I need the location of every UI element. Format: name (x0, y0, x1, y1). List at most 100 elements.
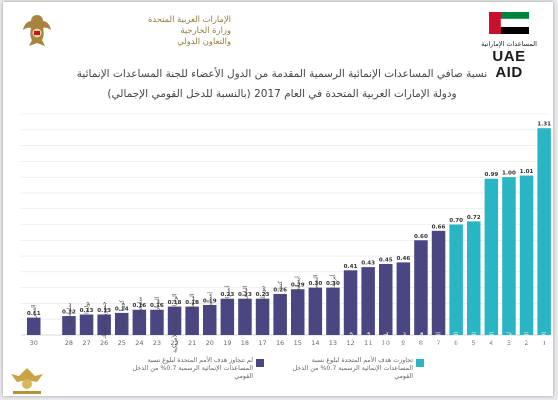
rank-label: 11 (364, 339, 372, 347)
country-label: اليابان (243, 285, 249, 299)
country-label: هولندا (419, 332, 425, 346)
rank-label: 24 (135, 339, 143, 347)
country-label: ألمانيا (435, 332, 443, 346)
data-label: 0.41 (344, 264, 358, 270)
country-label: النرويج (489, 332, 495, 348)
country-label: سلوفاكيا (66, 303, 73, 323)
emirates-falcon-emblem-icon (23, 15, 51, 46)
country-label: فرنسا (366, 332, 372, 346)
rank-label: 22 (170, 339, 178, 347)
data-label: 1.00 (502, 171, 516, 177)
country-label: سلوفينيا (137, 296, 143, 315)
watermark-icon (11, 368, 43, 394)
country-label: البرتغال (190, 293, 196, 312)
data-label: 0.60 (414, 234, 428, 240)
country-label: المجر (32, 304, 38, 319)
rank-label: 12 (346, 339, 354, 347)
bar (273, 293, 287, 335)
country-label: بولندا (85, 301, 91, 314)
bar (467, 221, 481, 335)
data-label: 0.66 (432, 224, 446, 230)
rank-label: 23 (153, 339, 161, 347)
bar (537, 128, 551, 335)
bar (97, 314, 111, 335)
data-label: 0.23 (238, 292, 252, 298)
country-label: أيرلندا (329, 274, 337, 289)
rank-label: 20 (206, 339, 214, 347)
country-label: الدنمارك (472, 332, 478, 352)
data-label: 0.45 (379, 257, 393, 263)
bar (79, 314, 94, 335)
data-label: 0.29 (291, 283, 305, 289)
legend-purple: لم تتجاوز هدف الأمم المتحدة لبلوغ نسبة ا… (123, 357, 264, 381)
country-label: أستراليا (223, 285, 231, 303)
data-label: 0.13 (97, 308, 111, 314)
data-label: 0.11 (27, 311, 41, 317)
data-label: 0.18 (168, 300, 182, 306)
bar (167, 306, 182, 335)
country-label: الولايات المتحدة الأمريكية (171, 293, 179, 353)
country-label: اليونان (155, 296, 161, 312)
data-label: 1.31 (537, 122, 551, 128)
country-label: أيسلندا (294, 276, 302, 293)
country-label: المملكة المتحدة (453, 332, 460, 370)
data-label: 0.16 (150, 303, 164, 309)
chart-title-line-2: ودولة الإمارات العربية المتحدة في العام … (107, 88, 457, 100)
rank-label: 18 (241, 339, 249, 347)
bar (238, 298, 252, 335)
ministry-line: الإمارات العربية المتحدة (147, 14, 231, 24)
bar (361, 267, 375, 335)
country-label: كوريا الجنوبية (119, 300, 126, 331)
country-label: فنلندا (349, 332, 355, 345)
country-label: النمسا (313, 274, 319, 289)
bar (379, 263, 393, 335)
rank-label: 5 (472, 339, 476, 347)
chart-title-line-1: نسبة صافي المساعدات الإنمائية الرسمية ال… (76, 68, 488, 80)
data-label: 0.14 (115, 306, 129, 312)
data-label: 0.13 (80, 308, 94, 314)
bar (27, 317, 41, 335)
legend-teal-label: تجاوزت هدف الأمم المتحدة لبلوغ نسبة المس… (292, 357, 413, 380)
country-label: نيوزيلندا (261, 285, 267, 304)
legend-purple-swatch (256, 359, 264, 367)
bar (115, 312, 129, 335)
rank-label: 9 (401, 339, 405, 347)
country-label: إسبانيا (208, 292, 214, 307)
bar (203, 305, 217, 335)
bar (326, 287, 340, 335)
bar (308, 287, 323, 335)
rank-label: 10 (382, 339, 390, 347)
country-label: كندا (277, 281, 284, 290)
data-label: 0.72 (467, 215, 481, 221)
rank-label: 28 (65, 339, 73, 347)
rank-label: 21 (188, 339, 196, 347)
data-label: 0.99 (484, 172, 498, 178)
data-label: 0.18 (185, 300, 199, 306)
bar (519, 175, 534, 335)
data-label: 0.23 (220, 292, 234, 298)
rank-label: 25 (118, 339, 126, 347)
bar (396, 262, 411, 335)
data-label: 1.01 (520, 169, 534, 175)
infographic-frame: الإمارات العربية المتحدة وزارة الخارجية … (3, 2, 553, 396)
rank-label: 30 (30, 339, 38, 347)
bar (150, 309, 164, 335)
bar (343, 270, 358, 335)
ministry-line: وزارة الخارجية (180, 25, 231, 35)
bar (62, 316, 76, 335)
country-label: بلجيكا (383, 332, 390, 346)
country-label: سويسرا (401, 332, 407, 351)
data-label: 0.30 (308, 281, 322, 287)
bar (449, 224, 463, 335)
bar (414, 240, 428, 335)
rank-label: 8 (419, 339, 423, 347)
rank-label: 3 (507, 339, 511, 347)
rank-label: 16 (276, 339, 284, 347)
rank-label: 14 (311, 339, 319, 347)
data-label: 0.26 (273, 287, 287, 293)
data-label: 0.30 (326, 281, 340, 287)
legend-teal: تجاوزت هدف الأمم المتحدة لبلوغ نسبة المس… (283, 357, 424, 381)
country-label: الإمارات العربية المتحدة (542, 332, 548, 388)
bar (185, 306, 199, 335)
rank-label: 17 (258, 339, 266, 347)
